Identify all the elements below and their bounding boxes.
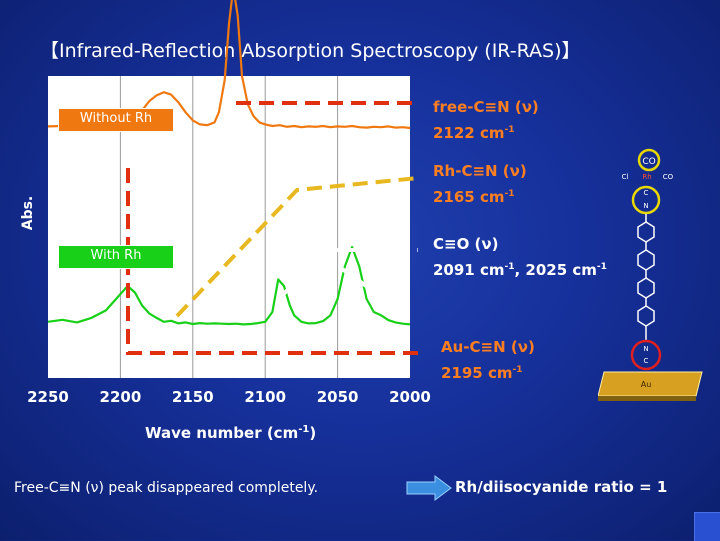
co-label: CO [642, 157, 655, 167]
slide-title: 【Infrared-Reflection Absorption Spectros… [40, 40, 581, 62]
rh-label: Rh [642, 173, 651, 181]
x-axis-label: Wave number (cm-1) [145, 424, 316, 442]
c-label-bottom: C [644, 357, 649, 365]
benzene-ring-1 [637, 221, 655, 243]
annotation-au-line2: 2195 cm-1 [441, 364, 523, 382]
annotation-rh-cn: Rh-C≡N (ν) 2165 cm-1 [433, 160, 527, 209]
legend-with-rh: With Rh [58, 245, 174, 269]
legend-without-rh: Without Rh [58, 108, 174, 132]
dashed-connector-co-2 [336, 264, 374, 292]
molecule-diagram: CO Cl Rh CO C N N C Au [598, 148, 703, 401]
annotation-free-cn: free-C≡N (ν) 2122 cm-1 [433, 96, 539, 145]
co-ring [637, 148, 661, 172]
n-label-top: N [643, 202, 648, 210]
x-tick-label: 2200 [99, 388, 142, 406]
dashed-connector-rh [175, 176, 419, 318]
annotation-au-cn: Au-C≡N (ν) 2195 cm-1 [441, 336, 535, 385]
annotation-co-line1: C≡O (ν) [433, 235, 499, 253]
x-axis-label-text: Wave number (cm-1) [145, 424, 317, 442]
annotation-co-line2: 2091 cm-1, 2025 cm-1 [433, 261, 607, 279]
x-tick-label: 2000 [389, 388, 431, 406]
benzene-ring-3 [637, 277, 655, 299]
corner-badge [694, 512, 720, 541]
benzene-ring-2 [637, 249, 655, 271]
x-tick-label: 2100 [244, 388, 287, 406]
n-label-bottom: N [643, 345, 648, 353]
annotation-free-line2: 2122 cm-1 [433, 124, 515, 142]
series-line-with-rh [47, 245, 411, 326]
benzene-ring-4 [637, 305, 655, 327]
c-label-top: C [644, 189, 649, 197]
annotation-au-line1: Au-C≡N (ν) [441, 338, 535, 356]
au-label: Au [641, 380, 652, 389]
cn-ring-bottom [630, 339, 662, 371]
dashed-connector-au [126, 168, 418, 355]
bottom-left-caption: Free-C≡N (ν) peak disappeared completely… [14, 480, 319, 496]
x-tick-label: 2050 [316, 388, 359, 406]
annotation-free-line1: free-C≡N (ν) [433, 98, 539, 116]
co2-label: CO [663, 173, 674, 181]
cn-ring-top [631, 185, 661, 215]
right-arrow-icon [406, 475, 452, 501]
annotation-co: C≡O (ν) 2091 cm-1, 2025 cm-1 [433, 233, 607, 282]
cl-label: Cl [622, 173, 629, 181]
bottom-right-caption: Rh/diisocyanide ratio = 1 [455, 478, 668, 496]
x-tick-label: 2150 [171, 388, 214, 406]
annotation-rh-line2: 2165 cm-1 [433, 188, 515, 206]
x-tick-label: 2250 [27, 388, 69, 406]
annotation-rh-line1: Rh-C≡N (ν) [433, 162, 527, 180]
gold-surface-edge [598, 396, 696, 401]
